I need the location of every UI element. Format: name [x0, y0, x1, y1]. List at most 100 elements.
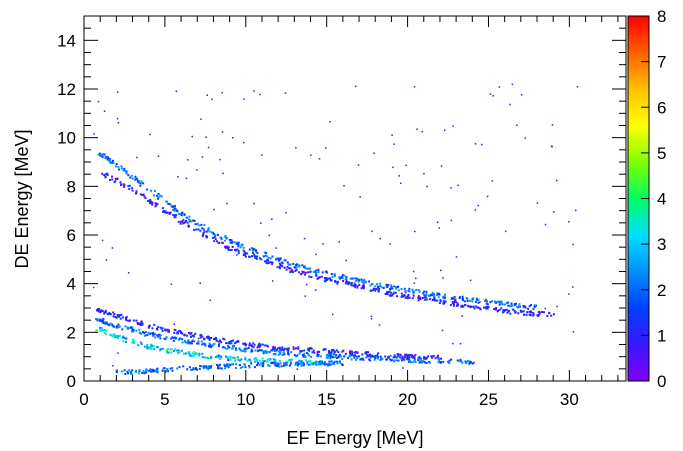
data-point	[126, 319, 129, 322]
data-point	[384, 293, 387, 296]
data-point	[468, 362, 471, 365]
data-point	[227, 248, 230, 251]
data-point	[390, 359, 393, 362]
y-tick-label: 2	[67, 323, 76, 342]
data-point	[354, 350, 357, 353]
data-point	[300, 364, 303, 367]
data-point	[292, 346, 295, 349]
data-point	[221, 242, 224, 245]
data-point	[371, 230, 373, 233]
data-point	[156, 194, 159, 197]
data-point	[334, 280, 337, 283]
data-point	[104, 175, 107, 178]
data-point	[136, 180, 139, 183]
data-point	[307, 267, 310, 270]
data-point	[532, 308, 535, 311]
y-tick-label: 0	[67, 372, 76, 391]
data-point	[308, 275, 311, 278]
data-point	[215, 240, 218, 243]
data-point	[428, 294, 431, 297]
data-point	[421, 130, 423, 133]
data-point	[117, 352, 119, 354]
data-point	[253, 253, 256, 256]
data-point	[275, 247, 277, 249]
data-point	[139, 324, 142, 327]
data-point	[376, 283, 379, 286]
data-point	[300, 273, 303, 276]
data-point	[301, 270, 304, 273]
data-point	[144, 371, 147, 374]
data-point	[432, 298, 435, 301]
data-point	[466, 300, 469, 303]
data-point	[522, 305, 525, 308]
data-point	[221, 131, 224, 133]
data-point	[257, 362, 260, 365]
data-point	[387, 356, 390, 359]
data-point	[181, 338, 184, 341]
data-point	[325, 147, 327, 149]
data-point	[123, 184, 126, 187]
data-point	[287, 349, 290, 352]
data-point	[275, 348, 278, 351]
data-point	[190, 331, 193, 334]
data-point	[553, 211, 555, 213]
data-point	[188, 353, 191, 356]
data-point	[548, 311, 551, 314]
x-axis-title: EF Energy [MeV]	[286, 428, 423, 448]
data-point	[309, 267, 312, 270]
data-point	[193, 228, 196, 231]
data-point	[426, 298, 429, 301]
data-point	[346, 283, 349, 286]
data-point	[229, 363, 232, 366]
data-point	[471, 362, 474, 365]
data-point	[188, 215, 191, 218]
data-point	[279, 362, 282, 365]
data-point	[157, 192, 160, 195]
data-point	[123, 169, 126, 172]
data-point	[139, 322, 142, 325]
data-point	[178, 351, 181, 354]
data-point	[176, 210, 179, 213]
data-point	[207, 229, 210, 232]
data-point	[172, 213, 175, 216]
data-point	[237, 245, 240, 248]
data-point	[349, 277, 352, 280]
data-point	[413, 359, 416, 362]
data-point	[213, 338, 216, 341]
data-point	[223, 245, 226, 248]
data-point	[451, 301, 454, 304]
data-point	[417, 359, 420, 362]
data-point	[293, 266, 296, 269]
data-point	[399, 353, 402, 356]
data-point	[371, 289, 374, 292]
data-point	[423, 290, 426, 293]
data-point	[423, 357, 426, 360]
data-point	[278, 350, 281, 353]
data-point	[230, 340, 233, 343]
data-point	[199, 364, 202, 367]
data-point	[278, 346, 281, 349]
data-point	[386, 293, 389, 296]
data-point	[332, 349, 335, 352]
data-point	[188, 331, 191, 334]
data-point	[500, 307, 503, 310]
data-point	[442, 300, 445, 303]
data-point	[377, 355, 380, 358]
data-point	[272, 347, 275, 350]
data-point	[194, 368, 197, 371]
x-tick-label: 15	[317, 390, 336, 409]
data-point	[250, 349, 253, 352]
data-point	[139, 193, 142, 196]
data-point	[507, 301, 510, 304]
data-point	[489, 301, 492, 304]
data-point	[290, 351, 293, 354]
data-point	[538, 311, 541, 314]
data-point	[259, 93, 261, 96]
data-point	[253, 366, 256, 369]
data-point	[266, 360, 269, 363]
data-point	[318, 276, 321, 279]
data-point	[254, 250, 257, 253]
data-point	[220, 357, 223, 360]
data-point	[199, 336, 202, 339]
data-point	[151, 203, 154, 206]
